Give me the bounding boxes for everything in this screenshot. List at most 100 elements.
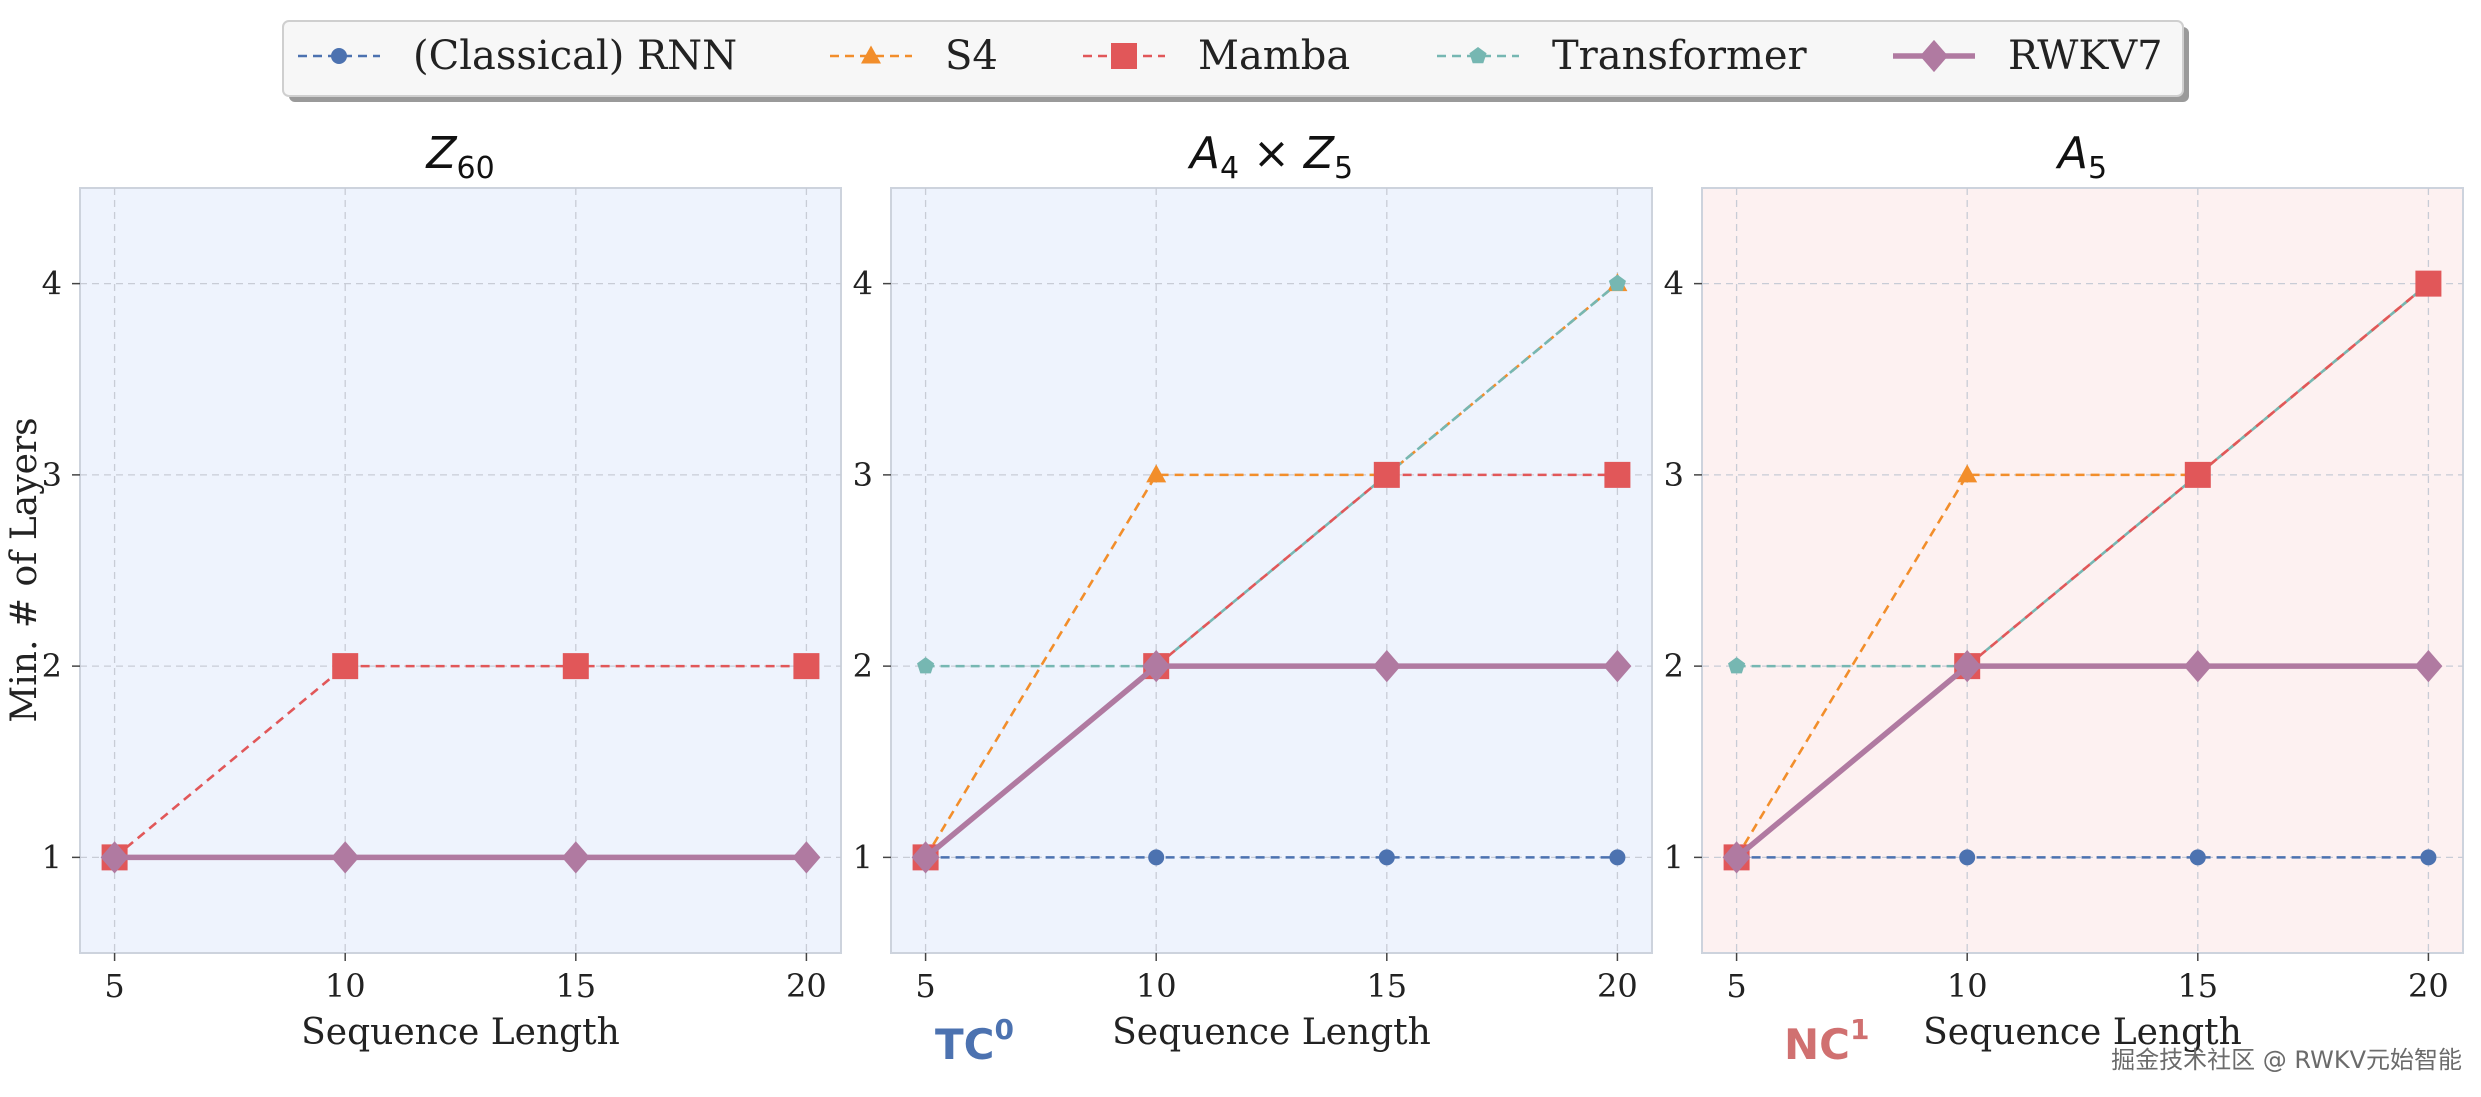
y-tick-label: 4 — [42, 265, 62, 303]
legend-marker — [1469, 47, 1487, 64]
nc1-base: NC — [1784, 1020, 1850, 1069]
legend-marker — [1111, 43, 1137, 69]
legend-marker — [1920, 39, 1948, 73]
data-point-mamba-20 — [2415, 270, 2442, 297]
y-tick-label: 1 — [1664, 838, 1684, 876]
x-axis-label: Sequence Length — [1923, 1012, 2242, 1053]
x-tick-label: 20 — [2408, 967, 2449, 1005]
tc0-sup: 0 — [994, 1013, 1013, 1046]
data-point-mamba-20 — [1604, 461, 1631, 488]
legend-item-s4: S4 — [830, 33, 998, 79]
x-tick-label: 5 — [915, 967, 935, 1005]
data-point-rwkv7-20 — [1603, 650, 1632, 683]
nc1-sup: 1 — [1850, 1013, 1869, 1046]
legend-label: S4 — [945, 33, 998, 79]
y-tick-label: 4 — [853, 265, 873, 303]
x-tick-label: 10 — [1947, 967, 1988, 1005]
tc0-label: TC0 — [935, 1013, 1014, 1069]
legend-label: Transformer — [1552, 33, 1808, 79]
panel-title: Z60 — [425, 128, 494, 186]
data-point-mamba-10 — [332, 653, 359, 680]
data-point-rnn-10 — [1959, 849, 1976, 866]
y-tick-label: 1 — [42, 838, 62, 876]
y-tick-label: 3 — [42, 456, 62, 494]
tc0-base: TC — [935, 1020, 994, 1069]
x-tick-label: 10 — [325, 967, 366, 1005]
x-tick-label: 15 — [555, 967, 596, 1005]
chart-panel-1: 5 10 15 20 1 2 3 4 Sequence Length Z60 — [42, 128, 842, 1053]
legend-item-rnn: (Classical) RNN — [298, 33, 737, 79]
data-point-rwkv7-5 — [911, 841, 940, 874]
title-base: A — [1187, 128, 1220, 179]
legend-item-mamba: Mamba — [1083, 33, 1350, 79]
data-point-rnn-15 — [1378, 849, 1395, 866]
series-rwkv7 — [1722, 650, 2443, 874]
series-line-rwkv7 — [1734, 663, 2429, 860]
x-tick-label: 5 — [1726, 967, 1746, 1005]
data-point-mamba-15 — [1373, 461, 1400, 488]
data-point-rnn-20 — [2420, 849, 2437, 866]
data-point-rnn-20 — [1609, 849, 1626, 866]
data-point-transformer-5 — [917, 657, 935, 674]
title-sub: 4 — [1220, 151, 1239, 186]
y-tick-label: 1 — [853, 838, 873, 876]
x-tick-label: 20 — [1597, 967, 1638, 1005]
nc1-label: NC1 — [1784, 1013, 1869, 1069]
data-point-rwkv7-20 — [2414, 650, 2443, 683]
legend-item-rwkv7: RWKV7 — [1893, 33, 2163, 79]
title-times: × — [1239, 128, 1304, 179]
legend-marker — [331, 48, 347, 64]
legend-item-transformer: Transformer — [1437, 33, 1808, 79]
legend-marker — [861, 45, 881, 64]
series-line-transformer — [925, 282, 1619, 668]
data-point-rwkv7-20 — [792, 841, 821, 874]
data-point-rwkv7-15 — [561, 841, 590, 874]
x-axis-label: Sequence Length — [1112, 1012, 1431, 1053]
title-sub2: 5 — [1334, 151, 1353, 186]
series-rwkv7 — [911, 650, 1632, 874]
data-point-rwkv7-15 — [1372, 650, 1401, 683]
watermark: 掘金技术社区 @ RWKV元始智能 — [2111, 1046, 2462, 1074]
data-point-rwkv7-10 — [1953, 650, 1982, 683]
x-tick-label: 5 — [104, 967, 124, 1005]
x-tick-label: 20 — [786, 967, 827, 1005]
x-axis-label: Sequence Length — [301, 1012, 620, 1053]
legend-label: RWKV7 — [2008, 33, 2163, 79]
legend: (Classical) RNN S4 Mamba Transformer RWKV7 — [282, 20, 2189, 102]
data-point-s4-10 — [1146, 464, 1167, 483]
x-tick-label: 15 — [2177, 967, 2218, 1005]
panel-title: A5 — [2055, 128, 2107, 186]
series-rwkv7 — [100, 841, 821, 874]
data-point-rwkv7-5 — [100, 841, 129, 874]
y-tick-label: 3 — [1664, 456, 1684, 494]
data-point-rwkv7-10 — [331, 841, 360, 874]
title-sub: 5 — [2088, 151, 2107, 186]
data-point-mamba-15 — [2184, 461, 2211, 488]
series-mamba — [101, 653, 820, 871]
y-axis-label: Min. # of Layers — [4, 417, 45, 722]
x-tick-label: 10 — [1136, 967, 1177, 1005]
data-point-transformer-5 — [1728, 657, 1746, 674]
y-tick-label: 2 — [853, 647, 873, 685]
plot-area — [79, 187, 842, 954]
title-base2: Z — [1303, 128, 1335, 179]
panel-title: A4 × Z5 — [1187, 128, 1353, 186]
data-point-mamba-20 — [793, 653, 820, 680]
data-point-rnn-15 — [2189, 849, 2206, 866]
title-base: Z — [425, 128, 457, 179]
y-tick-label: 2 — [42, 647, 62, 685]
data-point-rwkv7-10 — [1142, 650, 1171, 683]
title-base: A — [2055, 128, 2088, 179]
legend-label: Mamba — [1198, 33, 1350, 79]
data-point-rnn-10 — [1148, 849, 1165, 866]
legend-label: (Classical) RNN — [413, 33, 737, 79]
series-line-transformer — [1736, 282, 2430, 668]
title-sub: 60 — [456, 151, 494, 186]
data-point-mamba-15 — [562, 653, 589, 680]
x-tick-label: 15 — [1366, 967, 1407, 1005]
data-point-transformer-20 — [1608, 274, 1626, 291]
data-point-s4-10 — [1957, 464, 1978, 483]
